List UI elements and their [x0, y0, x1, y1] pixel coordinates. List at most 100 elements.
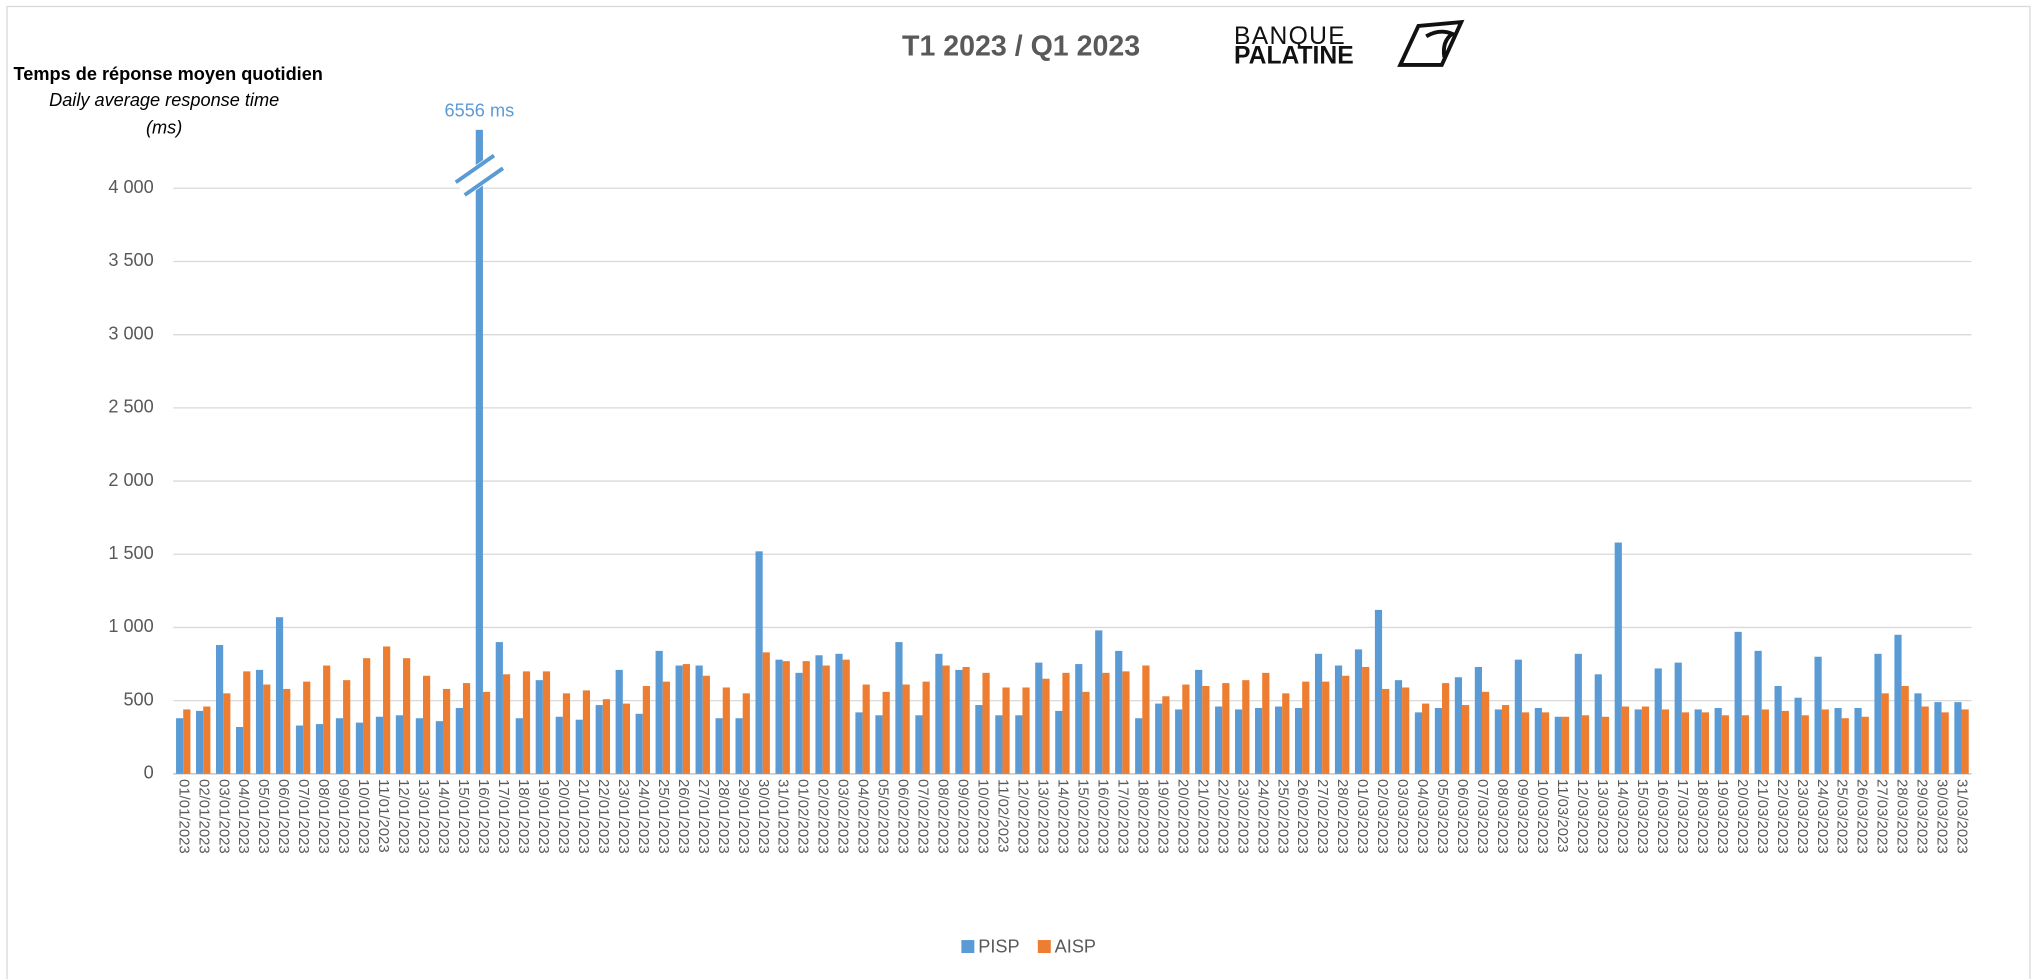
bar [1954, 702, 1962, 774]
x-tick-label: 04/03/2023 [1414, 779, 1431, 854]
x-tick-label: 19/01/2023 [535, 779, 552, 854]
bar [1921, 706, 1929, 774]
bar [582, 690, 591, 774]
bar [1781, 710, 1789, 774]
bar [435, 721, 443, 774]
bar [802, 661, 810, 774]
bar [283, 688, 291, 774]
bar [1102, 672, 1110, 774]
x-tick-label: 12/02/2023 [1014, 779, 1031, 854]
x-tick-label: 12/03/2023 [1574, 779, 1591, 854]
x-tick-label: 24/01/2023 [635, 779, 652, 854]
bar [1881, 693, 1889, 774]
bar [1242, 680, 1250, 774]
bar [875, 715, 883, 774]
x-tick-label: 20/03/2023 [1734, 779, 1751, 854]
x-tick-label: 25/01/2023 [655, 779, 672, 854]
bar [495, 642, 503, 774]
bar [375, 716, 384, 774]
bar [323, 665, 331, 774]
y-tick-label: 0 [144, 763, 154, 783]
x-tick-label: 19/03/2023 [1714, 779, 1731, 854]
bar [1215, 706, 1223, 774]
x-tick-label: 30/03/2023 [1934, 779, 1951, 854]
x-tick-label: 29/01/2023 [735, 779, 752, 854]
x-tick-label: 07/03/2023 [1474, 779, 1491, 854]
bar [1541, 712, 1550, 774]
bar [1402, 687, 1410, 774]
legend-swatch [961, 940, 975, 954]
bar [982, 672, 990, 774]
x-tick-label: 12/01/2023 [395, 779, 412, 854]
x-tick-label: 31/03/2023 [1954, 779, 1971, 854]
bar [1794, 697, 1802, 774]
x-tick-label: 13/03/2023 [1594, 779, 1611, 854]
x-tick-label: 11/01/2023 [375, 779, 392, 853]
x-tick-label: 07/01/2023 [295, 779, 312, 854]
bar [1761, 709, 1769, 774]
bar [1414, 712, 1423, 774]
bar [742, 693, 750, 774]
bar [1521, 712, 1530, 774]
bar [1694, 709, 1702, 774]
bar [902, 684, 910, 774]
x-tick-label: 07/02/2023 [915, 779, 932, 854]
bar [1834, 707, 1842, 774]
bar [1202, 686, 1210, 774]
x-tick-label: 31/01/2023 [775, 779, 792, 854]
bar [515, 718, 523, 774]
x-tick-label: 14/03/2023 [1614, 779, 1631, 854]
x-tick-label: 01/03/2023 [1354, 779, 1371, 854]
bar [535, 680, 543, 774]
bar [1481, 691, 1490, 774]
x-tick-label: 04/02/2023 [855, 779, 872, 854]
bar [575, 719, 583, 774]
x-tick-label: 16/03/2023 [1654, 779, 1671, 854]
x-tick-label: 08/02/2023 [935, 779, 952, 854]
x-tick-label: 13/02/2023 [1034, 779, 1051, 854]
bar [1754, 650, 1762, 774]
x-tick-label: 17/01/2023 [495, 779, 512, 854]
bar [1801, 715, 1809, 774]
bar [1015, 715, 1023, 774]
bar [1062, 672, 1070, 774]
bar [1342, 675, 1350, 774]
bar [1701, 712, 1709, 774]
bar [295, 725, 304, 774]
bar [615, 669, 623, 774]
bar [1035, 662, 1043, 774]
x-tick-label: 01/02/2023 [795, 779, 812, 854]
bar [975, 705, 983, 774]
bar [1854, 707, 1862, 774]
bar [1334, 665, 1343, 774]
x-tick-label: 02/02/2023 [815, 779, 832, 854]
bar [1454, 677, 1463, 774]
x-tick-label: 11/03/2023 [1554, 779, 1571, 853]
bar [542, 671, 551, 774]
x-tick-label: 03/02/2023 [835, 779, 852, 854]
bar [915, 715, 923, 774]
bar [702, 675, 710, 774]
y-tick-label: 1 500 [108, 543, 153, 563]
x-tick-label: 08/03/2023 [1494, 779, 1511, 854]
bar [1774, 686, 1782, 774]
bar [1901, 686, 1909, 774]
bar [1115, 650, 1123, 774]
bar [522, 671, 531, 774]
bar [1314, 653, 1323, 774]
bar [882, 691, 890, 774]
x-tick-label: 01/01/2023 [175, 779, 192, 854]
x-tick-label: 15/01/2023 [455, 779, 472, 854]
bar [922, 681, 930, 774]
bar [335, 718, 344, 774]
logo-text: BANQUE [1234, 23, 1346, 50]
bar [1302, 681, 1310, 774]
bar [403, 658, 411, 774]
bar [1554, 716, 1562, 774]
bar [183, 709, 191, 774]
bar [1741, 715, 1749, 774]
bar [1514, 659, 1522, 774]
x-tick-label: 23/03/2023 [1794, 779, 1811, 854]
x-tick-label: 17/03/2023 [1674, 779, 1691, 854]
x-tick-label: 02/01/2023 [195, 779, 212, 854]
